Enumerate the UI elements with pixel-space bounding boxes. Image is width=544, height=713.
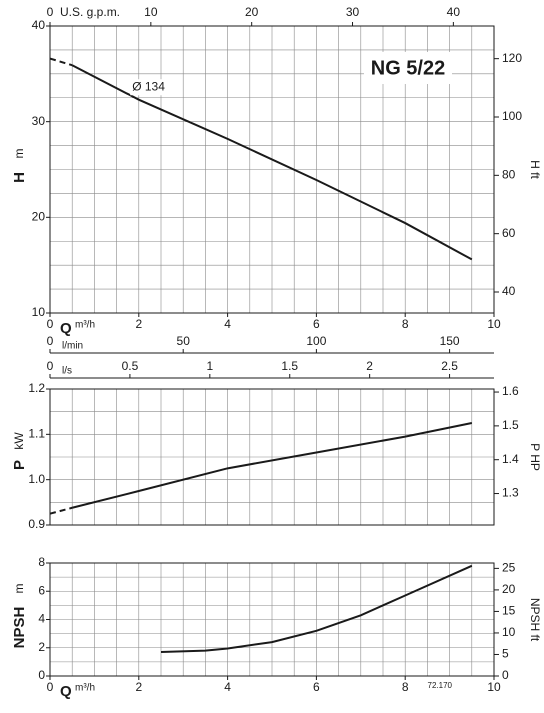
x-axis-unit: m³/h [75,683,95,694]
top-tick-label: 40 [447,5,461,19]
y2-axis-title: NPSH ft [528,598,542,642]
extra-axis-tick-label: 2.5 [441,359,458,373]
x-tick-label: 0 [47,317,54,331]
chart-title: NG 5/22 [371,57,445,79]
x-tick-label: 6 [313,680,320,694]
y-tick-label: 20 [32,210,46,224]
label-bg [130,79,177,96]
y-tick-label: 30 [32,114,46,128]
extra-axis-tick-label: 50 [177,334,191,348]
y2-axis-title: P HP [528,443,542,471]
extra-axis-tick-label: 0 [47,359,54,373]
y2-tick-label: 0 [502,668,509,682]
x-tick-label: 4 [224,317,231,331]
y-tick-label: 1.2 [28,381,45,395]
y2-tick-label: 5 [502,647,509,661]
title-bg [364,52,452,84]
y2-tick-label: 10 [502,625,516,639]
y2-tick-label: 1.6 [502,384,519,398]
extra-axis-title: l/min [62,341,83,352]
plot-frame [49,25,495,314]
y2-tick-label: 60 [502,226,516,240]
y-tick-label: 40 [32,18,46,32]
y2-tick-label: 120 [502,51,522,65]
curve [49,506,73,515]
y2-tick-label: 1.5 [502,418,519,432]
extra-axis-tick-label: 1.5 [281,359,298,373]
y-tick-label: 6 [38,583,45,597]
y2-tick-label: 15 [502,604,516,618]
top-tick-label: 10 [144,5,158,19]
y2-tick-label: 40 [502,284,516,298]
x-axis-unit: m³/h [75,320,95,331]
curve [71,422,473,509]
y-tick-label: 0.9 [28,517,45,531]
x-tick-label: 6 [313,317,320,331]
y2-tick-label: 20 [502,582,516,596]
extra-axis-title: l/s [62,366,72,377]
x-tick-label: 8 [402,317,409,331]
y-tick-label: 1.1 [28,427,45,441]
y2-tick-label: 25 [502,561,516,575]
y-axis-unit: m [12,149,26,159]
top-tick-label: 30 [346,5,360,19]
top-tick-label: 20 [245,5,259,19]
curve-label: Ø 134 [132,79,165,93]
y-axis-title: H [11,172,28,183]
extra-axis-tick-label: 150 [440,334,460,348]
y-tick-label: 8 [38,555,45,569]
y-axis-title: P [11,460,28,470]
curve [49,57,73,67]
y-tick-label: 2 [38,640,45,654]
curve [71,64,473,261]
y2-tick-label: 1.4 [502,452,519,466]
y-tick-label: 10 [32,305,46,319]
extra-axis-tick-label: 0 [47,334,54,348]
x-tick-label: 8 [402,680,409,694]
y-tick-label: 0 [38,668,45,682]
extra-axis-tick-label: 1 [206,359,213,373]
y-axis-unit: kW [12,432,26,450]
top-axis-title: U.S. g.p.m. [60,5,120,19]
curve [160,564,473,653]
y2-tick-label: 100 [502,109,522,123]
x-axis-title: Q [60,320,72,337]
y-tick-label: 4 [38,612,45,626]
x-axis-title: Q [60,683,72,700]
x-tick-label: 2 [135,317,142,331]
extra-axis-tick-label: 2 [366,359,373,373]
y-tick-label: 1.0 [28,472,45,486]
x-tick-label: 2 [135,680,142,694]
x-tick-label: 10 [487,680,501,694]
x-tick-label: 10 [487,317,501,331]
x-tick-label: 4 [224,680,231,694]
footnote: 72.170 [428,681,453,690]
y2-axis-title: H ft [528,160,542,179]
x-tick-label: 0 [47,680,54,694]
top-tick-label: 0 [47,5,54,19]
plot-frame [49,388,495,526]
y2-tick-label: 1.3 [502,486,519,500]
extra-axis-tick-label: 0.5 [122,359,139,373]
y2-tick-label: 80 [502,168,516,182]
y-axis-unit: m [12,584,26,594]
y-axis-title: NPSH [11,607,28,649]
extra-axis-tick-label: 100 [306,334,326,348]
